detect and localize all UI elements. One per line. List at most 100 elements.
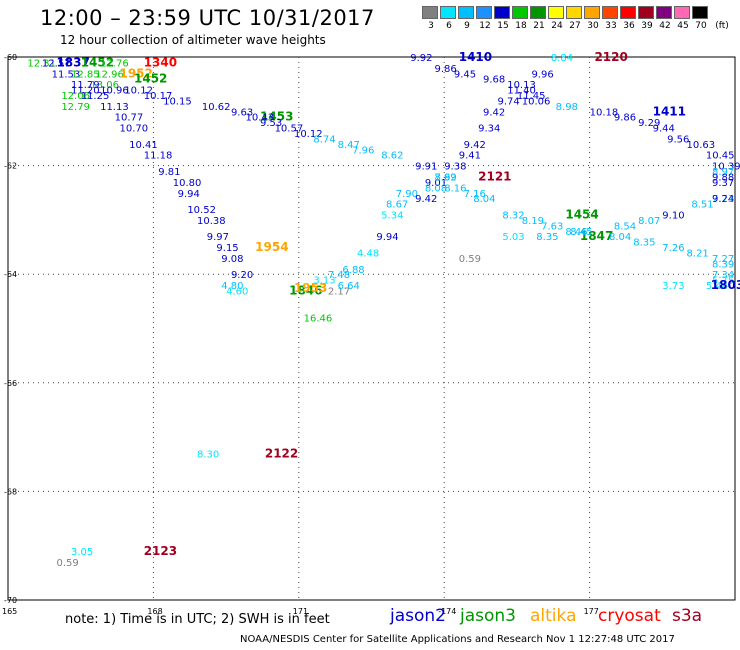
wave-height-label: 9.91 [415, 162, 437, 173]
wave-height-label: 11.45 [517, 91, 546, 102]
wave-height-label: 7.34 [712, 270, 734, 281]
pass-time-label: 1847 [580, 229, 613, 243]
map-subtitle: 12 hour collection of altimeter wave hei… [60, 33, 326, 47]
wave-height-label: 8.69 [435, 172, 457, 183]
color-scale-label: 18 [515, 21, 527, 31]
wave-height-label: 9.41 [459, 151, 481, 162]
wave-height-label: 8.67 [386, 200, 408, 211]
wave-height-label: 9.88 [712, 172, 734, 183]
wave-height-label: 9.53 [260, 118, 282, 129]
color-scale-label: 27 [569, 21, 581, 31]
wave-height-label: 9.10 [662, 210, 684, 221]
wave-height-label: 7.26 [662, 243, 684, 254]
pass-time-label: 2122 [265, 446, 298, 460]
wave-height-label: 8.19 [522, 216, 544, 227]
wave-height-label: 9.44 [653, 124, 675, 135]
wave-height-label: 10.57 [275, 124, 304, 135]
wave-height-label: 10.13 [507, 80, 536, 91]
color-scale-swatch [440, 6, 456, 19]
wave-height-label: 10.39 [712, 162, 740, 173]
wave-height-label: 9.96 [531, 69, 553, 80]
axis-tick-labels: -60 -62 -64 -66 -68 -70 165 168 171 -174 177 [2, 53, 599, 616]
pass-time-label: 1453 [260, 110, 293, 124]
wave-height-label: 9.92 [410, 53, 432, 64]
wave-height-label: 10.18 [590, 107, 619, 118]
wave-height-label: 8.45 [570, 227, 592, 238]
wave-height-label: 8.84 [551, 53, 573, 64]
wave-height-label: 9.42 [483, 107, 505, 118]
longitude-tick-label: 171 [293, 607, 308, 616]
wave-height-label: 10.52 [187, 205, 216, 216]
wave-height-label: 5.44 [706, 281, 728, 292]
wave-height-label: 10.12 [294, 129, 323, 140]
wave-height-label: 10.15 [163, 96, 192, 107]
legend-entry-jason2: jason2 [390, 606, 446, 626]
wave-height-label: 4.48 [357, 248, 379, 259]
wave-height-label: 10.43 [245, 113, 274, 124]
wave-height-label: 2.17 [328, 286, 350, 297]
wave-height-label: 11.25 [81, 91, 110, 102]
wave-height-label: 9.42 [415, 194, 437, 205]
color-scale-swatch [566, 6, 582, 19]
credit-footer: NOAA/NESDIS Center for Satellite Applica… [240, 634, 675, 645]
wave-height-label: 11.18 [144, 151, 173, 162]
pass-time-label: 2120 [594, 50, 627, 64]
pass-time-label: 1454 [565, 207, 598, 221]
wave-height-label: 9.38 [444, 162, 466, 173]
wave-height-label: 3.05 [71, 547, 93, 558]
color-scale-label: 33 [605, 21, 617, 31]
wave-height-label: 12.96 [95, 69, 124, 80]
wave-height-label: 9.34 [478, 124, 500, 135]
legend-entry-s3a: s3a [672, 606, 703, 626]
wave-height-label: 8.47 [338, 140, 360, 151]
wave-height-label: 9.97 [207, 232, 229, 243]
wave-height-label: 7.73 [712, 194, 734, 205]
wave-height-label: 8.16 [444, 183, 466, 194]
wave-height-label: 7.63 [541, 221, 563, 232]
wave-height-label: 8.46 [565, 227, 587, 238]
pass-time-label: 1954 [255, 240, 288, 254]
wave-height-label: 0.59 [56, 558, 78, 569]
wave-height-label: 9.20 [231, 270, 253, 281]
wave-height-label: 11.79 [71, 80, 100, 91]
color-scale-unit: (ft) [715, 21, 729, 31]
wave-height-label: 8.04 [473, 194, 495, 205]
pass-time-label: 1953 [294, 281, 327, 295]
wave-height-label: 8.35 [536, 232, 558, 243]
color-scale-swatch [494, 6, 510, 19]
legend-entry-altika: altika [530, 606, 577, 626]
latitude-tick-label: -62 [4, 162, 17, 171]
wave-height-label: 10.41 [129, 140, 158, 151]
wave-height-label: 9.86 [614, 113, 636, 124]
pass-time-label: 2121 [478, 169, 511, 183]
wave-height-label: 11.20 [71, 86, 100, 97]
wave-height-label: 8.62 [381, 151, 403, 162]
wave-height-label: 7.96 [352, 145, 374, 156]
wave-height-label: 9.29 [638, 118, 660, 129]
longitude-tick-label: 165 [2, 607, 17, 616]
wave-height-label: 10.63 [687, 140, 716, 151]
longitude-tick-label: -174 [438, 607, 456, 616]
pass-time-label: 1410 [459, 50, 492, 64]
color-scale-label: 24 [551, 21, 563, 31]
color-scale-swatch [584, 6, 600, 19]
wave-height-label: 5.03 [502, 232, 524, 243]
wave-height-label: 8.54 [614, 221, 636, 232]
wave-height-label: 7.92 [435, 172, 457, 183]
wave-height-label: 6.64 [338, 281, 360, 292]
wave-height-label: 12.57 [42, 58, 71, 69]
wave-height-label: 5.34 [381, 210, 403, 221]
wave-height-label: 12.79 [61, 102, 90, 113]
color-scale-swatch [656, 6, 672, 19]
wave-height-label: 9.08 [221, 254, 243, 265]
pass-time-label: 1846 [289, 283, 322, 297]
wave-height-label: 9.74 [498, 96, 520, 107]
wave-height-label: 8.35 [633, 238, 655, 249]
color-scale-swatch [674, 6, 690, 19]
wave-height-label: 6.88 [342, 265, 364, 276]
wave-height-label: 8.04 [609, 232, 631, 243]
longitude-tick-label: 177 [584, 607, 599, 616]
color-scale-labels: 3 6 9 12 15 18 21 24 27 30 33 36 39 42 45 70 (ft) [422, 21, 740, 35]
footnote: note: 1) Time is in UTC; 2) SWH is in fe… [65, 612, 330, 627]
